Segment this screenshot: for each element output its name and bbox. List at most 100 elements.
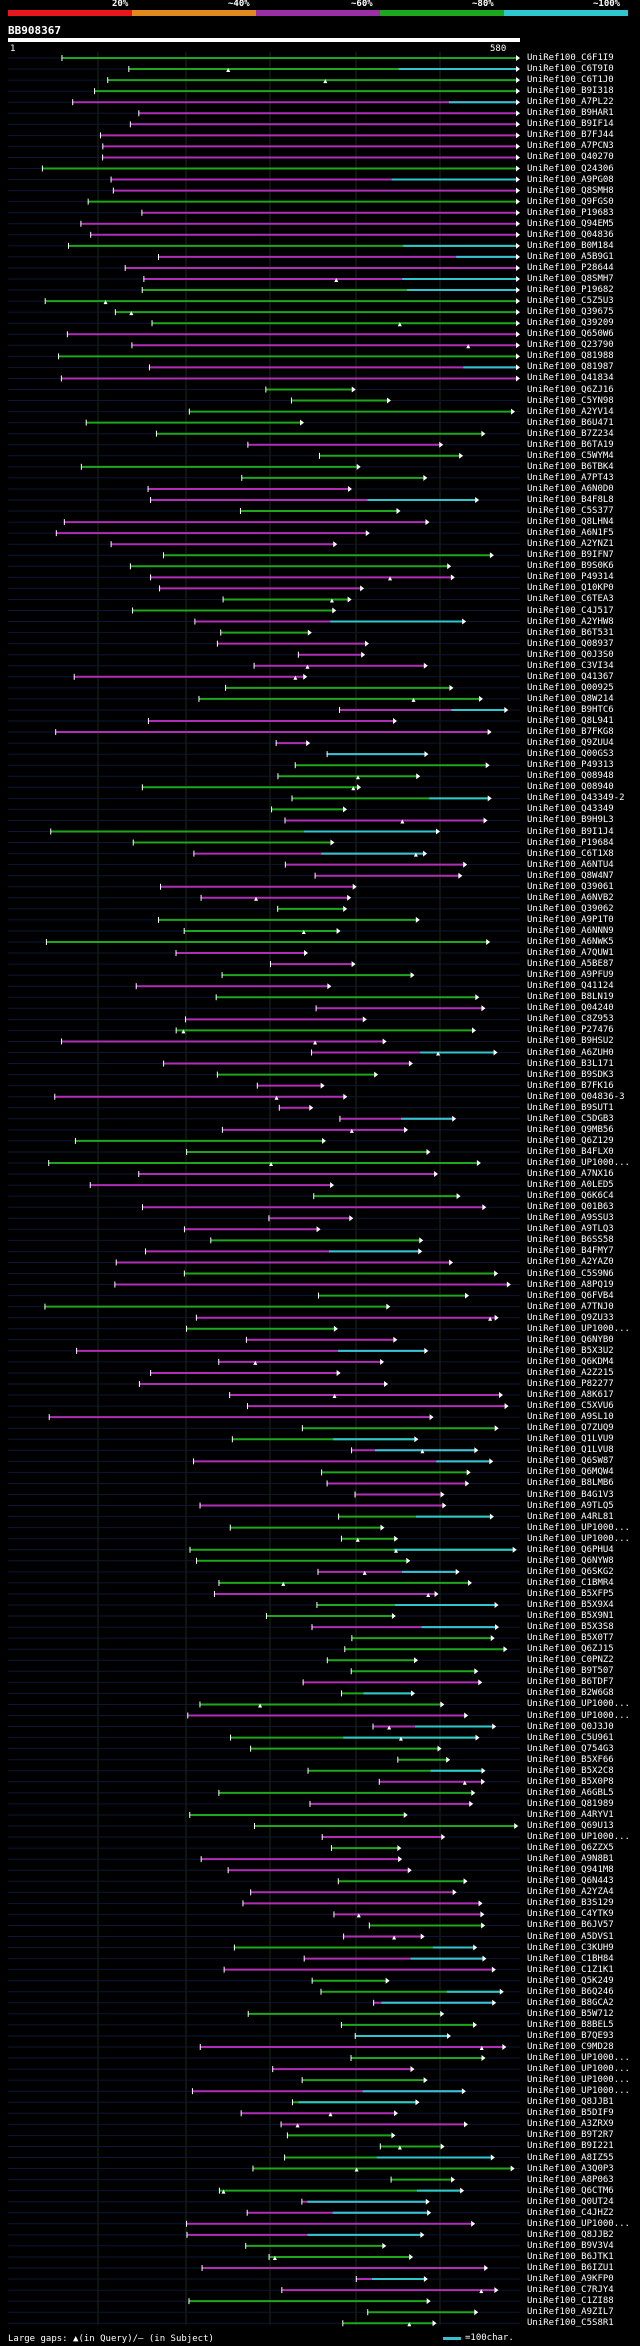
hit-label[interactable]: UniRef100_UP1000... xyxy=(527,1323,630,1334)
hit-label[interactable]: UniRef100_Q43349-2 xyxy=(527,793,625,804)
hit-label[interactable]: UniRef100_B9SUT1 xyxy=(527,1102,614,1113)
hit-label[interactable]: UniRef100_UP1000... xyxy=(527,1832,630,1843)
hit-label[interactable]: UniRef100_C3VI34 xyxy=(527,660,614,671)
hit-label[interactable]: UniRef100_B7FJ44 xyxy=(527,130,614,141)
hit-label[interactable]: UniRef100_Q6ZZX5 xyxy=(527,1843,614,1854)
hit-label[interactable]: UniRef100_B5X3S8 xyxy=(527,1622,614,1633)
hit-label[interactable]: UniRef100_C1ZI88 xyxy=(527,2296,614,2307)
hit-label[interactable]: UniRef100_Q94EM5 xyxy=(527,218,614,229)
hit-label[interactable]: UniRef100_B0M184 xyxy=(527,240,614,251)
hit-label[interactable]: UniRef100_B4FLX0 xyxy=(527,1146,614,1157)
hit-label[interactable]: UniRef100_Q1LVU9 xyxy=(527,1434,614,1445)
hit-label[interactable]: UniRef100_A5DVS1 xyxy=(527,1931,614,1942)
hit-label[interactable]: UniRef100_Q6CTM6 xyxy=(527,2185,614,2196)
hit-label[interactable]: UniRef100_B5W712 xyxy=(527,2008,614,2019)
hit-label[interactable]: UniRef100_B6T531 xyxy=(527,627,614,638)
hit-label[interactable]: UniRef100_Q04836-3 xyxy=(527,1091,625,1102)
hit-label[interactable]: UniRef100_B9V3V4 xyxy=(527,2240,614,2251)
hit-label[interactable]: UniRef100_P19682 xyxy=(527,285,614,296)
hit-label[interactable]: UniRef100_B9I221 xyxy=(527,2141,614,2152)
hit-label[interactable]: UniRef100_Q8JJB2 xyxy=(527,2229,614,2240)
hit-label[interactable]: UniRef100_B6TBK4 xyxy=(527,461,614,472)
hit-label[interactable]: UniRef100_C3KUH9 xyxy=(527,1942,614,1953)
hit-label[interactable]: UniRef100_A7PCN3 xyxy=(527,141,614,152)
hit-label[interactable]: UniRef100_A9SL10 xyxy=(527,1412,614,1423)
hit-label[interactable]: UniRef100_B6Q246 xyxy=(527,1986,614,1997)
hit-label[interactable]: UniRef100_Q10KP0 xyxy=(527,583,614,594)
hit-label[interactable]: UniRef100_C1BH84 xyxy=(527,1953,614,1964)
hit-label[interactable]: UniRef100_Q8W4N7 xyxy=(527,870,614,881)
hit-label[interactable]: UniRef100_C5S377 xyxy=(527,506,614,517)
hit-label[interactable]: UniRef100_A8IZ55 xyxy=(527,2152,614,2163)
hit-label[interactable]: UniRef100_Q69U13 xyxy=(527,1821,614,1831)
hit-label[interactable]: UniRef100_C4JHZ2 xyxy=(527,2207,614,2218)
hit-label[interactable]: UniRef100_B5XF66 xyxy=(527,1754,614,1765)
hit-label[interactable]: UniRef100_A2Z215 xyxy=(527,1367,614,1378)
hit-label[interactable]: UniRef100_A8K617 xyxy=(527,1390,614,1401)
hit-label[interactable]: UniRef100_Q0UT24 xyxy=(527,2196,614,2207)
hit-label[interactable]: UniRef100_A6NVB2 xyxy=(527,892,614,903)
hit-label[interactable]: UniRef100_B9T507 xyxy=(527,1666,614,1677)
hit-label[interactable]: UniRef100_Q81989 xyxy=(527,1798,614,1809)
hit-label[interactable]: UniRef100_Q00GS3 xyxy=(527,749,614,760)
hit-label[interactable]: UniRef100_B4G1V3 xyxy=(527,1489,614,1500)
hit-label[interactable]: UniRef100_Q6ZJ16 xyxy=(527,384,614,395)
hit-label[interactable]: UniRef100_C0PNZ2 xyxy=(527,1655,614,1666)
hit-label[interactable]: UniRef100_B7Z234 xyxy=(527,428,614,439)
hit-label[interactable]: UniRef100_Q6N443 xyxy=(527,1876,614,1887)
hit-label[interactable]: UniRef100_UP1000... xyxy=(527,2064,630,2075)
hit-label[interactable]: UniRef100_Q9MB56 xyxy=(527,1124,614,1135)
hit-label[interactable]: UniRef100_Q04240 xyxy=(527,1003,614,1014)
hit-label[interactable]: UniRef100_A9PG08 xyxy=(527,174,614,185)
hit-label[interactable]: UniRef100_Q1LVU8 xyxy=(527,1445,614,1456)
hit-label[interactable]: UniRef100_A9KFP0 xyxy=(527,2274,614,2285)
hit-label[interactable]: UniRef100_B9I318 xyxy=(527,86,614,97)
hit-label[interactable]: UniRef100_Q6NYB0 xyxy=(527,1334,614,1345)
hit-label[interactable]: UniRef100_A9TLQ3 xyxy=(527,1224,614,1235)
hit-label[interactable]: UniRef100_C5S9N6 xyxy=(527,1268,614,1279)
hit-label[interactable]: UniRef100_C6TEA3 xyxy=(527,594,614,605)
hit-label[interactable]: UniRef100_UP1000... xyxy=(527,1699,630,1710)
hit-label[interactable]: UniRef100_A2YAZ0 xyxy=(527,1257,614,1268)
hit-label[interactable]: UniRef100_B6SS58 xyxy=(527,1235,614,1246)
hit-label[interactable]: UniRef100_A9PFU9 xyxy=(527,970,614,981)
hit-label[interactable]: UniRef100_B8LN19 xyxy=(527,992,614,1003)
hit-label[interactable]: UniRef100_P82277 xyxy=(527,1379,614,1389)
hit-label[interactable]: UniRef100_A9SSU3 xyxy=(527,1213,614,1224)
hit-label[interactable]: UniRef100_C6T9I0 xyxy=(527,64,614,75)
hit-label[interactable]: UniRef100_C1Z1K1 xyxy=(527,1964,614,1975)
hit-label[interactable]: UniRef100_UP1000... xyxy=(527,2075,630,2086)
hit-label[interactable]: UniRef100_A9N8B1 xyxy=(527,1854,614,1865)
hit-label[interactable]: UniRef100_Q39061 xyxy=(527,881,614,892)
hit-label[interactable]: UniRef100_A3ZRX9 xyxy=(527,2119,614,2130)
hit-label[interactable]: UniRef100_B7QE93 xyxy=(527,2030,614,2041)
hit-label[interactable]: UniRef100_B5DIF9 xyxy=(527,2108,614,2119)
hit-label[interactable]: UniRef100_A2YV14 xyxy=(527,406,614,417)
hit-label[interactable]: UniRef100_Q81987 xyxy=(527,362,614,373)
hit-label[interactable]: UniRef100_B5X9N1 xyxy=(527,1611,614,1622)
hit-label[interactable]: UniRef100_Q81988 xyxy=(527,351,614,362)
hit-label[interactable]: UniRef100_A7PT43 xyxy=(527,472,614,483)
hit-label[interactable]: UniRef100_B3L171 xyxy=(527,1058,614,1069)
hit-label[interactable]: UniRef100_A7TNJ0 xyxy=(527,1301,614,1312)
hit-label[interactable]: UniRef100_A7NX16 xyxy=(527,1169,614,1180)
hit-label[interactable]: UniRef100_Q08948 xyxy=(527,771,614,782)
hit-label[interactable]: UniRef100_B6TA19 xyxy=(527,439,614,450)
hit-label[interactable]: UniRef100_Q9ZU33 xyxy=(527,1312,614,1323)
hit-label[interactable]: UniRef100_Q8SMH7 xyxy=(527,274,614,284)
hit-label[interactable]: UniRef100_P49314 xyxy=(527,572,614,583)
hit-label[interactable]: UniRef100_Q6Z129 xyxy=(527,1135,614,1146)
hit-label[interactable]: UniRef100_Q41834 xyxy=(527,373,614,384)
hit-label[interactable]: UniRef100_B9IF14 xyxy=(527,119,614,130)
hit-label[interactable]: UniRef100_A6N1F5 xyxy=(527,528,614,539)
hit-label[interactable]: UniRef100_B9IFN7 xyxy=(527,550,614,561)
hit-label[interactable]: UniRef100_B5XFP5 xyxy=(527,1588,614,1599)
hit-label[interactable]: UniRef100_C5U961 xyxy=(527,1732,614,1743)
hit-label[interactable]: UniRef100_C5WYM4 xyxy=(527,450,614,461)
hit-label[interactable]: UniRef100_Q08937 xyxy=(527,638,614,649)
hit-label[interactable]: UniRef100_C5XVU6 xyxy=(527,1401,614,1412)
hit-label[interactable]: UniRef100_C5S8R1 xyxy=(527,2318,614,2329)
hit-label[interactable]: UniRef100_C1BMR4 xyxy=(527,1577,614,1588)
hit-label[interactable]: UniRef100_P27476 xyxy=(527,1025,614,1036)
hit-label[interactable]: UniRef100_C6F1I9 xyxy=(527,53,614,63)
